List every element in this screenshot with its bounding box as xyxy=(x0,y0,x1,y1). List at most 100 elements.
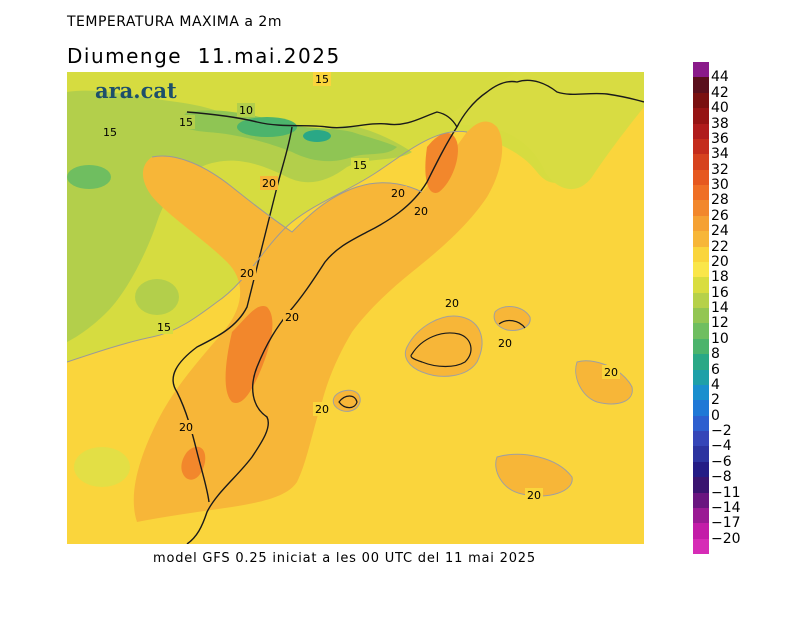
map-date: Diumenge 11.mai.2025 xyxy=(67,44,341,68)
contour-label: 20 xyxy=(283,310,301,324)
contour-label: 20 xyxy=(443,296,461,310)
color-scale-label: 40 xyxy=(711,100,729,117)
border-pyrenees xyxy=(186,111,458,129)
color-scale-segment xyxy=(693,492,709,508)
color-scale-segment xyxy=(693,154,709,170)
color-scale-segment xyxy=(693,200,709,216)
contour-label: 20 xyxy=(177,420,195,434)
svg-text:15: 15 xyxy=(157,321,171,334)
contour-label: 15 xyxy=(313,72,331,86)
svg-text:20: 20 xyxy=(391,187,405,200)
svg-text:15: 15 xyxy=(353,159,367,172)
model-info-footer: model GFS 0.25 iniciat a les 00 UTC del … xyxy=(153,551,536,566)
svg-text:15: 15 xyxy=(179,116,193,129)
contour-label: 15 xyxy=(351,158,369,172)
contour-labels: 15 10 15 15 15 20 20 20 20 20 15 20 20 2… xyxy=(101,72,620,502)
color-scale-segment xyxy=(693,446,709,462)
color-scale-label: 8 xyxy=(711,346,720,363)
color-scale-label: −14 xyxy=(711,499,741,516)
sea-warm-patch xyxy=(495,453,573,497)
hot-region-south xyxy=(181,446,206,480)
warm-region-catalonia xyxy=(133,121,503,523)
color-scale-label: 38 xyxy=(711,115,729,132)
island-mallorca xyxy=(404,315,483,377)
color-scale-label: 12 xyxy=(711,315,729,332)
contour-label: 20 xyxy=(260,176,278,190)
color-scale-segment xyxy=(693,384,709,401)
color-scale-segment xyxy=(693,138,709,155)
color-scale-label: −6 xyxy=(711,453,732,470)
color-scale-label: 28 xyxy=(711,192,729,209)
contour-label: 20 xyxy=(238,266,256,280)
color-scale-segment xyxy=(693,185,709,201)
contour-label: 20 xyxy=(602,365,620,379)
coastline-ibiza xyxy=(338,395,358,409)
svg-text:20: 20 xyxy=(445,297,459,310)
svg-text:20: 20 xyxy=(414,205,428,218)
svg-text:15: 15 xyxy=(315,73,329,86)
contour-line-20 xyxy=(151,155,423,233)
cold-spot-pyrenees xyxy=(237,117,297,137)
contour-label: 20 xyxy=(496,336,514,350)
hot-region-interior xyxy=(225,306,273,403)
ara-cat-logo: ara.cat xyxy=(95,78,177,103)
color-scale-segment xyxy=(693,231,709,247)
svg-text:20: 20 xyxy=(527,489,541,502)
color-scale-segment xyxy=(693,261,709,278)
contour-label: 15 xyxy=(101,125,119,139)
contour-label: 20 xyxy=(389,186,407,200)
color-scale-segment xyxy=(693,431,709,447)
contour-label: 15 xyxy=(177,115,195,129)
color-scale-label: 32 xyxy=(711,161,729,178)
color-scale-label: 6 xyxy=(711,361,720,378)
color-scale-segment xyxy=(693,292,709,308)
color-scale-label: 42 xyxy=(711,84,729,101)
color-scale-label: 36 xyxy=(711,130,729,147)
color-scale-labels: 44 42 40 38 36 34 32 30 28 26 24 22 20 18 16 14 12 10 8 6 4 2… xyxy=(711,62,771,554)
color-scale-segment xyxy=(693,415,709,431)
color-scale-label: 44 xyxy=(711,69,729,86)
color-scale-label: −20 xyxy=(711,530,741,547)
contour-label: 20 xyxy=(412,204,430,218)
coastline-france xyxy=(456,79,644,128)
svg-text:20: 20 xyxy=(604,366,618,379)
svg-text:15: 15 xyxy=(103,126,117,139)
hot-region-coast xyxy=(425,132,458,193)
svg-text:20: 20 xyxy=(285,311,299,324)
color-scale-segment xyxy=(693,215,709,232)
svg-text:20: 20 xyxy=(179,421,193,434)
color-scale-label: 0 xyxy=(711,407,720,424)
color-scale-segment xyxy=(693,92,709,109)
coastline-menorca xyxy=(498,319,526,329)
color-scale-segment xyxy=(693,62,709,78)
color-scale-label: 34 xyxy=(711,146,729,163)
svg-text:20: 20 xyxy=(498,337,512,350)
color-scale-label: −11 xyxy=(711,484,741,501)
color-scale-label: −17 xyxy=(711,515,741,532)
color-scale-segment xyxy=(693,523,709,539)
cool-spot-west xyxy=(67,165,111,189)
svg-text:20: 20 xyxy=(240,267,254,280)
color-scale-segment xyxy=(693,308,709,324)
color-scale-segment xyxy=(693,123,709,139)
svg-text:20: 20 xyxy=(315,403,329,416)
contour-line-15 xyxy=(67,130,468,363)
color-scale-label: 16 xyxy=(711,284,729,301)
color-scale-segment xyxy=(693,277,709,293)
color-scale-segment xyxy=(693,246,709,262)
svg-text:20: 20 xyxy=(262,177,276,190)
contour-label: 15 xyxy=(155,320,173,334)
temperature-map: ara.cat 15 10 15 15 15 20 20 20 20 20 15… xyxy=(67,72,644,544)
color-scale-segment xyxy=(693,538,709,554)
color-scale-label: 10 xyxy=(711,330,729,347)
color-scale-segment xyxy=(693,477,709,493)
map-title: TEMPERATURA MAXIMA a 2m xyxy=(67,14,282,30)
contour-label: 20 xyxy=(313,402,331,416)
color-scale-segment xyxy=(693,400,709,416)
color-scale-segment xyxy=(693,354,709,370)
color-scale-segment xyxy=(693,461,709,478)
color-scale-segment xyxy=(693,77,709,93)
color-scale-label: −2 xyxy=(711,423,732,439)
color-scale-label: 26 xyxy=(711,207,729,224)
color-scale-bar xyxy=(693,62,709,554)
